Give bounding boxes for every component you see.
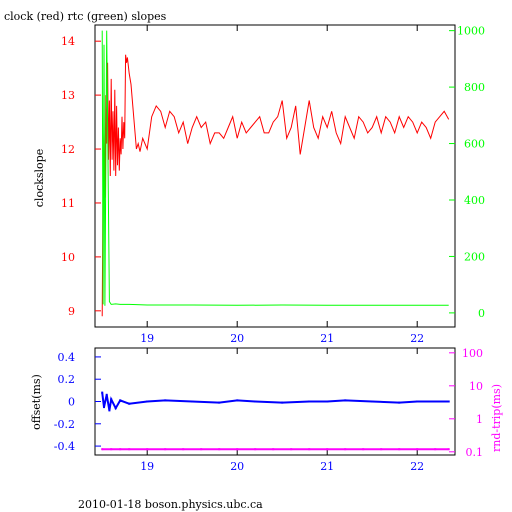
data-point-offset — [434, 400, 437, 403]
top-x-tick-label: 21 — [320, 332, 334, 345]
top-x-tick-label: 20 — [230, 332, 244, 345]
top-y2-tick-label: 800 — [464, 81, 485, 94]
top-y2-tick-label: 400 — [464, 194, 485, 207]
top-x-tick-label: 19 — [140, 332, 154, 345]
data-point-offset — [371, 400, 374, 403]
data-point-rnd-trip — [416, 448, 419, 451]
footer-text: 2010-01-18 boson.physics.ubc.ca — [78, 498, 263, 511]
top-y-tick-label: 11 — [61, 197, 75, 210]
top-y2-tick-label: 0 — [478, 307, 485, 320]
bottom-x-tick-label: 22 — [410, 460, 424, 473]
data-point-offset — [308, 400, 311, 403]
data-point-offset — [114, 407, 117, 410]
data-point-rnd-trip — [272, 448, 275, 451]
data-point-rnd-trip — [447, 448, 450, 451]
data-point-offset — [108, 409, 111, 412]
bottom-y-ticks: -0.4 -0.2 0 0.2 0.4 — [54, 351, 101, 453]
data-point-rnd-trip — [380, 448, 383, 451]
top-y2-tick-label: 200 — [464, 250, 485, 263]
data-point-rnd-trip — [218, 448, 221, 451]
top-y-tick-label: 12 — [61, 143, 75, 156]
bottom-y-tick-label: -0.2 — [54, 418, 75, 431]
data-point-offset — [218, 401, 221, 404]
top-x-ticks: 19 20 21 22 — [140, 25, 424, 345]
data-point-rnd-trip — [128, 448, 131, 451]
data-point-rnd-trip — [110, 448, 113, 451]
data-point-offset — [254, 400, 257, 403]
bottom-y2-tick-label: 10 — [469, 380, 483, 393]
bottom-series-group — [101, 391, 450, 451]
data-point-rnd-trip — [200, 448, 203, 451]
data-point-rnd-trip — [101, 448, 104, 451]
data-point-rnd-trip — [119, 448, 122, 451]
bottom-y2-tick-label: 100 — [462, 347, 483, 360]
data-point-offset — [110, 398, 113, 401]
data-point-offset — [398, 401, 401, 404]
data-point-offset — [105, 393, 108, 396]
data-point-rnd-trip — [434, 448, 437, 451]
top-y2-ticks: 0 200 400 600 800 1000 — [449, 25, 485, 320]
bottom-x-tick-label: 21 — [320, 460, 334, 473]
bottom-x-tick-label: 20 — [230, 460, 244, 473]
top-y2-tick-label: 600 — [464, 138, 485, 151]
top-y-tick-label: 10 — [61, 251, 75, 264]
top-x-tick-label: 22 — [410, 332, 424, 345]
data-point-offset — [326, 400, 329, 403]
top-y-ticks: 9 10 11 12 13 14 — [61, 35, 101, 318]
data-point-rnd-trip — [344, 448, 347, 451]
bottom-x-tick-label: 19 — [140, 460, 154, 473]
bottom-y2-tick-label: 1 — [476, 413, 483, 426]
data-point-rnd-trip — [146, 448, 149, 451]
data-point-rnd-trip — [236, 448, 239, 451]
data-point-offset — [416, 400, 419, 403]
bottom-x-ticks: 19 20 21 22 — [140, 348, 424, 473]
top-y-axis-label: clockslope — [33, 149, 46, 207]
data-point-rnd-trip — [362, 448, 365, 451]
bottom-y-tick-label: -0.4 — [54, 440, 75, 453]
data-point-offset — [119, 399, 122, 402]
bottom-y2-ticks: 0.1 1 10 100 — [449, 347, 483, 459]
top-y2-tick-label: 1000 — [457, 25, 485, 38]
bottom-y-tick-label: 0 — [68, 396, 75, 409]
bottom-y-tick-label: 0.4 — [58, 351, 76, 364]
data-point-rnd-trip — [308, 448, 311, 451]
bottom-y-tick-label: 0.2 — [58, 373, 76, 386]
bottom-y2-axis-label: rnd-trip(ms) — [490, 384, 503, 452]
data-point-rnd-trip — [254, 448, 257, 451]
top-y-tick-label: 13 — [61, 89, 75, 102]
data-point-rnd-trip — [326, 448, 329, 451]
top-y-tick-label: 9 — [68, 305, 75, 318]
data-point-offset — [101, 391, 104, 394]
chart-title: clock (red) rtc (green) slopes — [4, 10, 167, 23]
data-point-offset — [103, 406, 105, 409]
series-line-clock — [101, 54, 450, 317]
series-band-offset — [101, 392, 449, 411]
data-point-rnd-trip — [290, 448, 293, 451]
data-point-offset — [128, 402, 131, 405]
data-point-rnd-trip — [398, 448, 401, 451]
data-point-offset — [281, 401, 284, 404]
data-point-offset — [164, 399, 167, 402]
data-point-rnd-trip — [182, 448, 185, 451]
data-point-offset — [236, 399, 239, 402]
series-line-rtc — [101, 30, 449, 306]
data-point-offset — [191, 400, 194, 403]
data-point-rnd-trip — [164, 448, 167, 451]
top-series-group — [101, 30, 450, 317]
bottom-y2-tick-label: 0.1 — [466, 446, 484, 459]
top-plot-frame — [94, 24, 456, 328]
top-y-tick-label: 14 — [61, 35, 75, 48]
data-point-offset — [146, 400, 149, 403]
data-point-offset — [447, 400, 450, 403]
bottom-y-axis-label: offset(ms) — [30, 374, 43, 430]
data-point-offset — [344, 399, 347, 402]
